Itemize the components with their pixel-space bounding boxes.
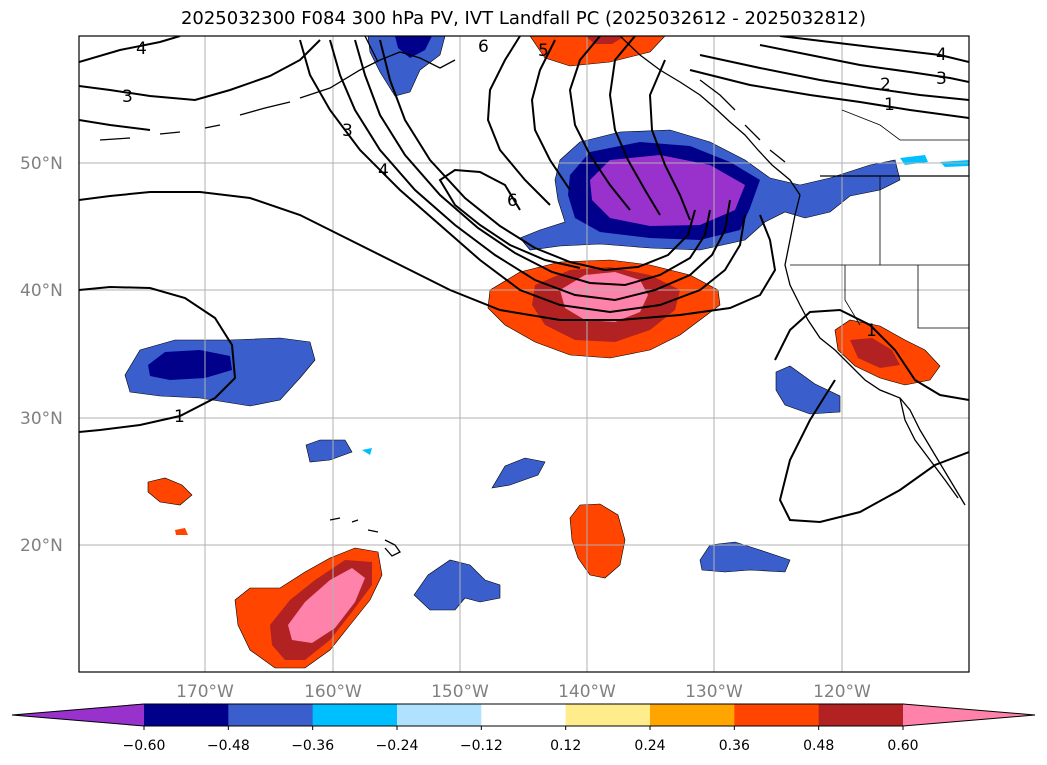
svg-text:3: 3	[122, 87, 133, 107]
colorbar: −0.60 −0.48 −0.36 −0.24 −0.12 0.12 0.24 0.36 0.4…	[11, 703, 1036, 754]
negative-anomaly-alaska	[367, 36, 446, 97]
colorbar-segment	[397, 704, 482, 726]
colorbar-segment	[650, 704, 735, 726]
colorbar-segment	[144, 704, 229, 726]
colorbar-tick-label: 0.60	[887, 738, 918, 754]
svg-text:2: 2	[880, 75, 891, 95]
colorbar-tick-label: −0.24	[376, 738, 419, 754]
small-negative-anomaly	[491, 457, 546, 489]
colorbar-segment	[565, 704, 651, 726]
colorbar-segment	[818, 704, 904, 726]
lon-label: 140°W	[558, 682, 616, 702]
svg-text:4: 4	[378, 161, 389, 181]
lat-label: 20°N	[20, 536, 63, 556]
colorbar-segment	[734, 704, 820, 726]
contour-labels: 4 3 3 4 6 5 6 4 3 2 1 1 1	[122, 37, 947, 427]
lat-label: 30°N	[20, 409, 63, 429]
small-positive-anomaly	[147, 477, 193, 506]
svg-text:1: 1	[884, 95, 895, 115]
negative-anomaly-northeast-pacific	[519, 129, 969, 251]
latitude-labels: 50°N 40°N 30°N 20°N	[20, 154, 63, 556]
lat-label: 50°N	[20, 154, 63, 174]
colorbar-tick-label: 0.36	[719, 738, 750, 754]
small-positive-anomaly	[569, 503, 626, 579]
lon-label: 170°W	[176, 682, 234, 702]
svg-text:6: 6	[478, 37, 489, 57]
colorbar-extend-high	[903, 704, 1035, 726]
colorbar-tick-label: −0.12	[460, 738, 503, 754]
small-negative-anomaly	[305, 439, 353, 463]
colorbar-tick-label: 0.24	[634, 738, 665, 754]
colorbar-tick-label: −0.36	[291, 738, 334, 754]
lon-label: 150°W	[431, 682, 489, 702]
colorbar-tick-label: −0.48	[207, 738, 250, 754]
small-negative-anomaly	[362, 448, 372, 455]
positive-anomaly-hawaii	[234, 547, 383, 669]
longitude-labels: 170°W 160°W 150°W 140°W 130°W 120°W	[176, 682, 871, 702]
small-negative-anomaly	[413, 559, 501, 611]
lon-label: 160°W	[304, 682, 362, 702]
map-title: 2025032300 F084 300 hPa PV, IVT Landfall…	[180, 8, 867, 29]
small-positive-anomaly	[175, 528, 188, 535]
svg-text:4: 4	[936, 45, 947, 65]
colorbar-tick-label: −0.60	[123, 738, 166, 754]
svg-text:6: 6	[507, 191, 518, 211]
svg-text:1: 1	[174, 407, 185, 427]
colorbar-segment	[481, 704, 567, 726]
colorbar-segment	[312, 704, 398, 726]
colorbar-tick-label: 0.48	[803, 738, 834, 754]
svg-text:3: 3	[936, 69, 947, 89]
lon-label: 120°W	[813, 682, 871, 702]
svg-text:3: 3	[342, 121, 353, 141]
colorbar-extend-low	[12, 704, 144, 726]
lon-label: 130°W	[685, 682, 743, 702]
positive-anomaly-california	[834, 319, 941, 386]
small-negative-anomaly	[775, 365, 841, 415]
graticule	[79, 36, 969, 672]
lat-label: 40°N	[20, 281, 63, 301]
svg-text:1: 1	[866, 321, 877, 341]
negative-anomaly-west	[124, 337, 316, 407]
svg-text:5: 5	[538, 41, 549, 61]
colorbar-tick-label: 0.12	[550, 738, 581, 754]
svg-text:4: 4	[136, 39, 147, 59]
map-frame	[78, 35, 970, 673]
pv-contours	[79, 36, 969, 524]
colorbar-segment	[228, 704, 314, 726]
